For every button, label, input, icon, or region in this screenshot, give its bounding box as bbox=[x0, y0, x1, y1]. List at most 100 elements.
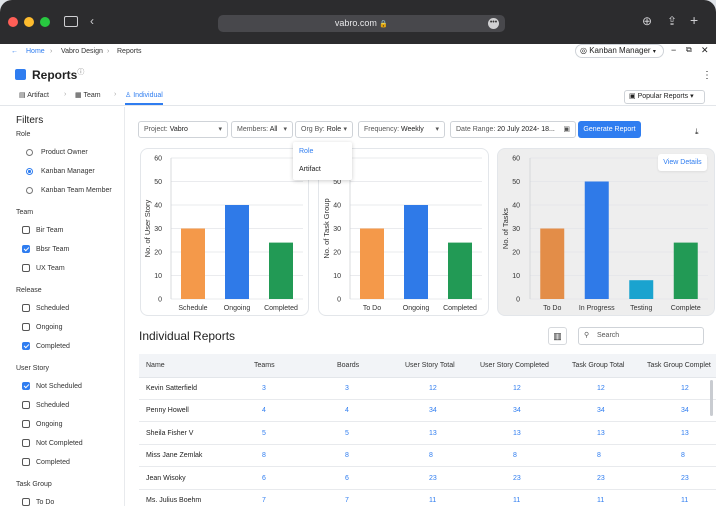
value-cell[interactable]: 8 bbox=[597, 452, 601, 460]
bar[interactable] bbox=[225, 205, 249, 299]
checkbox-not-completed[interactable]: Not Completed bbox=[22, 439, 83, 448]
dropdown-option-artifact[interactable]: Artifact bbox=[299, 166, 321, 173]
table-row[interactable]: Miss Jane Zemlak 8 8 8 8 8 8 bbox=[139, 445, 716, 468]
value-cell[interactable]: 23 bbox=[681, 474, 689, 482]
more-dots-icon[interactable]: ••• bbox=[488, 18, 499, 29]
checkbox-ongoing[interactable]: Ongoing bbox=[22, 323, 62, 332]
role-selector[interactable]: ◎ Kanban Manager ▾ bbox=[575, 44, 664, 58]
members-filter[interactable]: Members: All ▾ bbox=[231, 121, 293, 138]
radio-product-owner[interactable]: Product Owner bbox=[26, 148, 88, 157]
view-details-button[interactable]: View Details bbox=[658, 154, 707, 171]
checkbox-not-scheduled[interactable]: Not Scheduled bbox=[22, 382, 82, 391]
value-cell[interactable]: 23 bbox=[513, 474, 521, 482]
checkbox-icon[interactable] bbox=[22, 304, 30, 313]
table-row[interactable]: Penny Howell 4 4 34 34 34 34 bbox=[139, 400, 716, 423]
table-row[interactable]: Sheila Fisher V 5 5 13 13 13 13 bbox=[139, 423, 716, 445]
column-header[interactable]: User Story Completed bbox=[480, 362, 549, 369]
checkbox-icon[interactable] bbox=[22, 439, 30, 448]
value-cell[interactable]: 5 bbox=[262, 429, 266, 437]
checkbox-icon[interactable] bbox=[22, 323, 30, 332]
share-icon[interactable]: ⇪ bbox=[667, 14, 678, 28]
radio-icon[interactable] bbox=[26, 148, 33, 156]
radio-kanban-manager[interactable]: Kanban Manager bbox=[26, 167, 95, 176]
minimize-window-button[interactable] bbox=[24, 17, 34, 27]
value-cell[interactable]: 12 bbox=[681, 385, 689, 392]
value-cell[interactable]: 5 bbox=[345, 429, 349, 437]
radio-icon[interactable] bbox=[26, 186, 33, 194]
orgby-filter[interactable]: Org By: Role ▾ bbox=[295, 121, 353, 138]
bar[interactable] bbox=[448, 242, 472, 299]
frequency-filter[interactable]: Frequency: Weekly ▾ bbox=[358, 121, 445, 138]
value-cell[interactable]: 8 bbox=[681, 452, 685, 460]
checkbox-icon[interactable] bbox=[22, 245, 30, 254]
checkbox-icon[interactable] bbox=[22, 382, 30, 391]
bar[interactable] bbox=[269, 242, 293, 299]
dropdown-option-role[interactable]: Role bbox=[299, 148, 314, 155]
value-cell[interactable]: 13 bbox=[429, 429, 437, 437]
column-header[interactable]: Boards bbox=[337, 362, 360, 369]
value-cell[interactable]: 34 bbox=[597, 407, 605, 415]
close-window-button[interactable] bbox=[8, 17, 18, 27]
value-cell[interactable]: 13 bbox=[681, 429, 689, 437]
value-cell[interactable]: 6 bbox=[345, 474, 349, 482]
checkbox-bir-team[interactable]: Bir Team bbox=[22, 226, 64, 235]
value-cell[interactable]: 4 bbox=[345, 407, 349, 415]
date-range-filter[interactable]: Date Range: 20 July 2024- 18... ▣ bbox=[450, 121, 576, 138]
value-cell[interactable]: 13 bbox=[513, 429, 521, 437]
value-cell[interactable]: 34 bbox=[513, 407, 521, 415]
sidebar-toggle-icon[interactable] bbox=[64, 16, 78, 27]
new-tab-icon[interactable]: + bbox=[690, 12, 699, 28]
download-icon[interactable]: ⤓ bbox=[695, 127, 699, 136]
value-cell[interactable]: 12 bbox=[429, 385, 437, 392]
breadcrumb-home[interactable]: Home bbox=[26, 48, 45, 55]
value-cell[interactable]: 7 bbox=[262, 497, 266, 504]
checkbox-completed[interactable]: Completed bbox=[22, 342, 70, 351]
value-cell[interactable]: 11 bbox=[429, 497, 437, 504]
value-cell[interactable]: 6 bbox=[262, 474, 266, 482]
tab-artifact[interactable]: ▤ Artifact bbox=[19, 92, 49, 99]
back-chevron-icon[interactable]: ‹ bbox=[90, 14, 94, 28]
value-cell[interactable]: 3 bbox=[262, 385, 266, 392]
column-header[interactable]: Teams bbox=[254, 362, 275, 369]
popular-reports-dropdown[interactable]: ▣ Popular Reports ▾ bbox=[624, 90, 705, 104]
download-icon[interactable]: ⊕ bbox=[642, 14, 653, 28]
project-filter[interactable]: Project: Vabro ▾ bbox=[138, 121, 228, 138]
value-cell[interactable]: 8 bbox=[513, 452, 517, 460]
value-cell[interactable]: 12 bbox=[513, 385, 521, 392]
address-bar[interactable]: vabro.com 🔒 ••• bbox=[218, 15, 505, 32]
bar[interactable] bbox=[181, 228, 205, 300]
table-row[interactable]: Jean Wisoky 6 6 23 23 23 23 bbox=[139, 468, 716, 490]
value-cell[interactable]: 23 bbox=[429, 474, 437, 482]
value-cell[interactable]: 11 bbox=[597, 497, 605, 504]
value-cell[interactable]: 8 bbox=[262, 452, 266, 460]
column-header[interactable]: Name bbox=[146, 362, 165, 369]
bar[interactable] bbox=[540, 228, 565, 300]
column-header[interactable]: Task Group Complet bbox=[647, 362, 711, 369]
value-cell[interactable]: 12 bbox=[597, 385, 605, 392]
breadcrumb-project[interactable]: Vabro Design bbox=[61, 48, 103, 55]
checkbox-icon[interactable] bbox=[22, 226, 30, 235]
table-row[interactable]: Ms. Julius Boehm 7 7 11 11 11 11 bbox=[139, 490, 716, 506]
bar[interactable] bbox=[673, 242, 698, 299]
value-cell[interactable]: 8 bbox=[345, 452, 349, 460]
value-cell[interactable]: 34 bbox=[429, 407, 437, 415]
value-cell[interactable]: 23 bbox=[597, 474, 605, 482]
checkbox-bbsr-team[interactable]: Bbsr Team bbox=[22, 245, 69, 254]
table-row[interactable]: Kevin Satterfield 3 3 12 12 12 12 bbox=[139, 378, 716, 400]
tab-team[interactable]: ▦ Team bbox=[75, 92, 101, 99]
close-icon[interactable]: ✕ bbox=[701, 45, 709, 55]
radio-icon[interactable] bbox=[26, 167, 33, 175]
column-settings-button[interactable]: ▥ bbox=[548, 327, 567, 345]
minimize-icon[interactable]: − bbox=[671, 45, 677, 55]
column-header[interactable]: Task Group Total bbox=[572, 362, 625, 369]
checkbox-icon[interactable] bbox=[22, 420, 30, 429]
checkbox-icon[interactable] bbox=[22, 342, 30, 351]
bar[interactable] bbox=[360, 228, 384, 300]
value-cell[interactable]: 4 bbox=[262, 407, 266, 415]
back-arrow-icon[interactable]: ← bbox=[11, 48, 18, 55]
restore-icon[interactable]: ⧉ bbox=[686, 45, 692, 54]
checkbox-ongoing[interactable]: Ongoing bbox=[22, 420, 62, 429]
search-input[interactable]: ⚲ Search bbox=[578, 327, 704, 345]
checkbox-icon[interactable] bbox=[22, 264, 30, 273]
checkbox-icon[interactable] bbox=[22, 458, 30, 467]
